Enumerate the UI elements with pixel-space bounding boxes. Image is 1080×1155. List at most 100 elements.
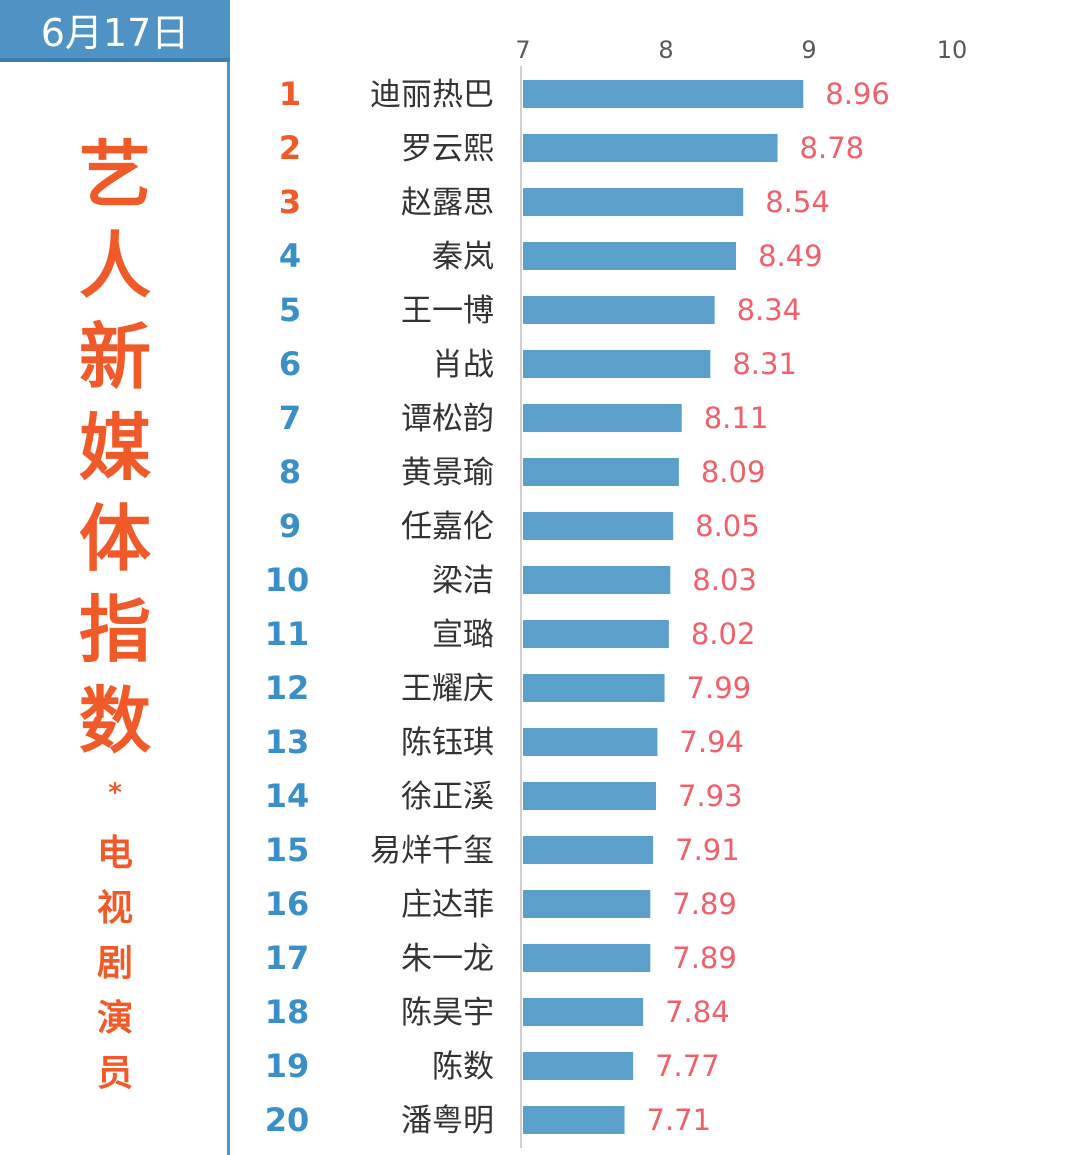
- category-label: 谭松韵: [401, 401, 494, 437]
- bar: [523, 728, 658, 756]
- rank-label: 15: [265, 831, 310, 869]
- bar: [523, 134, 778, 162]
- bar: [523, 1052, 634, 1080]
- bar: [523, 296, 715, 324]
- bar: [523, 350, 711, 378]
- date-badge: 6月17日: [0, 0, 230, 62]
- category-label: 陈昊宇: [401, 995, 494, 1031]
- category-label: 罗云熙: [401, 131, 494, 167]
- value-label: 7.89: [672, 941, 737, 975]
- subtitle-char: 视: [96, 888, 133, 929]
- category-label: 王一博: [401, 293, 494, 329]
- rank-label: 9: [279, 507, 301, 545]
- value-label: 7.93: [678, 779, 743, 813]
- bar: [523, 890, 651, 918]
- value-label: 8.49: [758, 239, 823, 273]
- category-label: 易烊千玺: [370, 833, 494, 869]
- title-char: 体: [78, 497, 151, 581]
- bar: [523, 998, 644, 1026]
- value-label: 8.05: [695, 509, 760, 543]
- category-label: 梁洁: [432, 563, 494, 599]
- bar: [523, 404, 682, 432]
- title-char: 人: [78, 224, 151, 308]
- rank-label: 16: [265, 885, 310, 923]
- rank-label: 6: [279, 345, 301, 383]
- value-label: 7.99: [687, 671, 752, 705]
- left-title-panel: 6月17日 艺 人 新 媒 体 指 数 * 电 视 剧 演 员: [0, 0, 230, 1155]
- value-label: 8.02: [691, 617, 756, 651]
- rank-label: 1: [279, 75, 301, 113]
- title-char: 媒: [78, 406, 151, 490]
- value-label: 8.11: [704, 401, 769, 435]
- category-label: 黄景瑜: [401, 455, 494, 491]
- category-label: 陈钰琪: [401, 725, 494, 761]
- category-label: 赵露思: [401, 185, 494, 221]
- rank-label: 8: [279, 453, 301, 491]
- rank-label: 12: [265, 669, 310, 707]
- bar: [523, 1106, 625, 1134]
- value-label: 8.96: [825, 77, 890, 111]
- rank-label: 14: [265, 777, 310, 815]
- value-label: 7.94: [679, 725, 744, 759]
- title-separator: *: [108, 778, 122, 808]
- category-label: 朱一龙: [401, 941, 494, 977]
- rank-label: 10: [265, 561, 310, 599]
- category-label: 庄达菲: [401, 887, 494, 923]
- bar: [523, 458, 679, 486]
- bar: [523, 242, 737, 270]
- bar: [523, 512, 674, 540]
- value-label: 7.89: [672, 887, 737, 921]
- x-tick-label: 7: [515, 36, 530, 64]
- rank-label: 2: [279, 129, 301, 167]
- value-label: 7.77: [655, 1049, 720, 1083]
- rank-label: 18: [265, 993, 310, 1031]
- value-label: 8.78: [800, 131, 865, 165]
- subtitle-char: 剧: [96, 943, 133, 984]
- value-label: 7.84: [665, 995, 730, 1029]
- value-label: 7.91: [675, 833, 740, 867]
- x-tick-label: 8: [658, 36, 673, 64]
- bar: [523, 836, 654, 864]
- category-label: 任嘉伦: [401, 509, 494, 545]
- chart-title-vertical: 艺 人 新 媒 体 指 数: [0, 130, 230, 767]
- value-label: 8.54: [765, 185, 830, 219]
- category-label: 肖战: [432, 347, 494, 383]
- category-label: 秦岚: [432, 239, 494, 275]
- bar: [523, 620, 669, 648]
- category-label: 王耀庆: [401, 671, 494, 707]
- subtitle-char: 电: [96, 833, 133, 874]
- title-char: 新: [78, 315, 151, 399]
- title-char: 艺: [78, 133, 151, 217]
- title-char: 数: [78, 679, 151, 763]
- rank-label: 5: [279, 291, 301, 329]
- rank-label: 13: [265, 723, 310, 761]
- rank-label: 4: [279, 237, 301, 275]
- x-tick-label: 10: [937, 36, 968, 64]
- title-char: 指: [78, 588, 151, 672]
- subtitle-char: 员: [96, 1053, 133, 1094]
- category-label: 徐正溪: [401, 779, 494, 815]
- rank-label: 7: [279, 399, 301, 437]
- bar: [523, 782, 656, 810]
- category-label: 宣璐: [432, 617, 494, 653]
- value-label: 8.31: [732, 347, 797, 381]
- value-label: 8.34: [737, 293, 802, 327]
- bar: [523, 566, 671, 594]
- category-label: 陈数: [432, 1049, 494, 1085]
- bar: [523, 674, 665, 702]
- rank-label: 3: [279, 183, 301, 221]
- category-label: 迪丽热巴: [370, 77, 494, 113]
- value-label: 8.03: [692, 563, 757, 597]
- bar: [523, 944, 651, 972]
- subtitle-char: 演: [96, 998, 133, 1039]
- chart-subtitle-vertical: 电 视 剧 演 员: [0, 826, 230, 1101]
- rank-label: 19: [265, 1047, 310, 1085]
- value-label: 7.71: [647, 1103, 712, 1137]
- rank-label: 11: [265, 615, 310, 653]
- rank-label: 20: [265, 1101, 310, 1139]
- value-label: 8.09: [701, 455, 766, 489]
- category-label: 潘粤明: [401, 1103, 494, 1139]
- x-tick-label: 9: [801, 36, 816, 64]
- rank-label: 17: [265, 939, 310, 977]
